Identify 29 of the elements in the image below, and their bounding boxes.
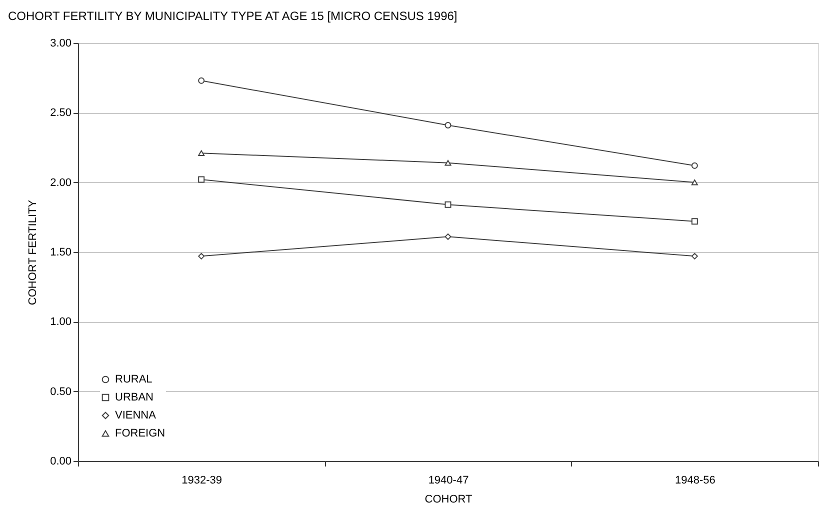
legend-label: FOREIGN	[115, 428, 166, 440]
point	[444, 233, 452, 240]
y-tick-label: 1.00	[50, 316, 72, 328]
y-tick-label: 0.00	[50, 456, 72, 468]
y-axis-title: COHORT FERTILITY	[27, 199, 40, 306]
x-tick-label: 1932-39	[182, 474, 222, 486]
point	[198, 252, 205, 260]
y-tick-label: 3.00	[50, 38, 72, 50]
point	[198, 77, 205, 84]
point	[198, 150, 205, 156]
point	[444, 160, 452, 166]
y-tick-label: 2.00	[50, 176, 72, 189]
y-tick-label: 0.50	[50, 386, 72, 398]
y-tick-label: 1.50	[50, 246, 72, 258]
chart-title: COHORT FERTILITY BY MUNICIPALITY TYPE AT AGE 15 [MICRO CENSUS 1996]	[8, 9, 458, 23]
point	[691, 162, 698, 169]
legend-label: URBAN	[115, 392, 154, 404]
point	[691, 252, 698, 260]
x-tick-label: 1948-56	[674, 474, 716, 486]
x-axis-title: COHORT	[424, 494, 473, 506]
point	[444, 201, 452, 208]
point	[198, 176, 205, 183]
x-tick-label: 1940-47	[428, 474, 469, 486]
point	[691, 218, 698, 225]
point	[444, 122, 452, 128]
point	[691, 179, 698, 186]
legend-label: VIENNA	[115, 410, 157, 422]
legend-label: RURAL	[115, 374, 152, 386]
y-tick-label: 2.50	[50, 107, 72, 120]
